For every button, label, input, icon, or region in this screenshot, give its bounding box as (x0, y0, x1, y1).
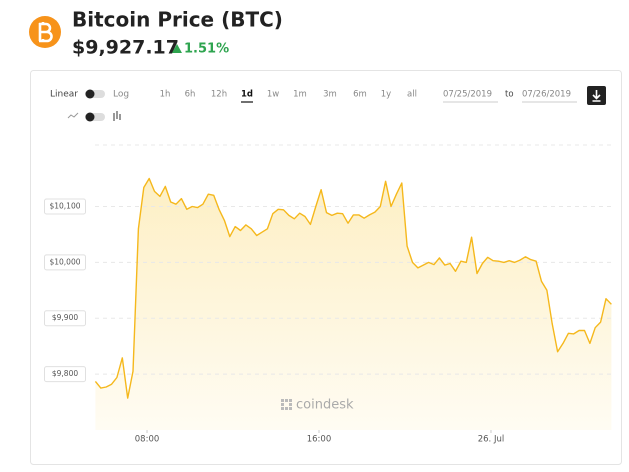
scale-option[interactable]: Linear (50, 90, 78, 100)
range-button[interactable]: all (407, 90, 417, 100)
download-button[interactable] (587, 86, 606, 105)
range-button[interactable]: 1d (241, 90, 253, 100)
logo (29, 16, 61, 48)
range-button[interactable]: 1h (160, 90, 171, 100)
y-tick-box (44, 198, 86, 215)
price: $9,927.17 (72, 37, 179, 59)
chart-style-toggle[interactable] (67, 111, 121, 122)
y-tick-label: $9,900 (52, 313, 78, 322)
price-change: 1.51% (184, 42, 229, 57)
watermark: coindesk (296, 398, 354, 413)
y-tick-label: $9,800 (52, 369, 78, 378)
watermark-icon (281, 399, 292, 410)
range-button[interactable]: 12h (211, 90, 227, 100)
y-tick-box (44, 366, 86, 383)
range-button[interactable]: 1w (267, 90, 279, 100)
scale-option[interactable]: Log (113, 90, 129, 100)
scale-toggle[interactable] (85, 89, 105, 99)
date-separator: to (505, 90, 514, 100)
range-button[interactable]: 6m (353, 90, 367, 100)
range-button[interactable]: 3m (323, 90, 337, 100)
page-title: Bitcoin Price (BTC) (72, 8, 283, 32)
range-button[interactable]: 6h (185, 90, 196, 100)
y-tick-box (44, 310, 86, 327)
x-tick-label: 16:00 (307, 435, 332, 445)
y-tick-label: $10,100 (49, 201, 80, 210)
price-line (94, 177, 612, 399)
up-arrow (172, 44, 182, 53)
y-tick-label: $10,000 (49, 257, 80, 266)
area-fill (95, 178, 612, 430)
date-from[interactable]: 07/25/2019 (443, 90, 492, 100)
x-tick-label: 08:00 (135, 435, 160, 445)
y-tick-box (44, 254, 86, 271)
range-button[interactable]: 1y (381, 90, 391, 100)
date-to[interactable]: 07/26/2019 (522, 90, 571, 100)
x-tick-label: 26. Jul (478, 435, 504, 445)
range-button[interactable]: 1m (293, 90, 307, 100)
